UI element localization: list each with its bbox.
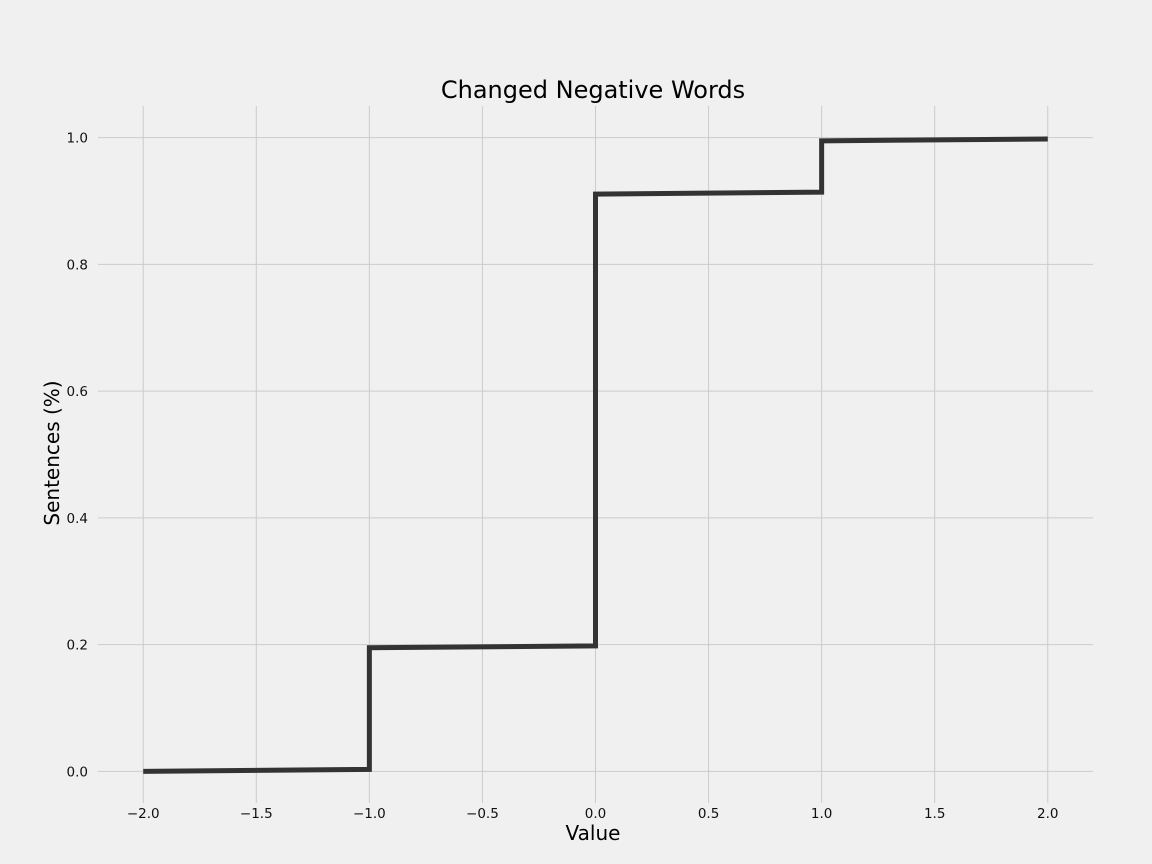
series-line: [143, 136, 1048, 774]
series-layer: [143, 136, 1048, 774]
x-tick-label: 0.5: [698, 806, 719, 822]
x-tick-label: 0.0: [585, 806, 606, 822]
x-axis-label: Value: [566, 821, 621, 845]
x-tick-label: −1.0: [353, 806, 386, 822]
y-tick-label: 0.2: [67, 638, 88, 654]
y-tick-label: 0.0: [67, 764, 88, 780]
x-tick-label: 1.5: [924, 806, 945, 822]
y-axis-label: Sentences (%): [40, 380, 64, 525]
x-tick-label: −0.5: [466, 806, 499, 822]
y-tick-labels: 0.0 0.2 0.4 0.6 0.8 1.0: [67, 131, 88, 781]
y-tick-label: 1.0: [67, 131, 88, 147]
x-tick-label: −2.0: [127, 806, 160, 822]
y-tick-label: 0.6: [67, 384, 88, 400]
x-tick-label: 1.0: [811, 806, 832, 822]
y-tick-label: 0.8: [67, 257, 88, 273]
x-tick-label: −1.5: [240, 806, 273, 822]
x-tick-labels: −2.0 −1.5 −1.0 −0.5 0.0 0.5 1.0 1.5 2.0: [127, 806, 1059, 822]
y-tick-label: 0.4: [67, 511, 88, 527]
x-tick-label: 2.0: [1037, 806, 1058, 822]
chart-title: Changed Negative Words: [441, 76, 745, 104]
